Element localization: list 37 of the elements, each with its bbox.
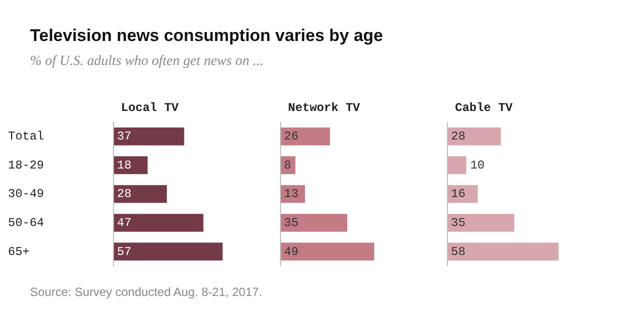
y-tick-label: 30-49	[8, 187, 44, 202]
data-label: 28	[451, 130, 466, 144]
data-label: 10	[470, 158, 485, 172]
data-label: 8	[284, 158, 292, 172]
data-label: 57	[117, 244, 132, 259]
data-label: 35	[451, 216, 466, 230]
y-tick-label: Total	[8, 130, 44, 144]
bar	[113, 127, 184, 146]
bar	[280, 214, 348, 232]
series-label: Cable TV	[455, 101, 514, 116]
data-label: 28	[117, 187, 132, 202]
series-label: Network TV	[288, 101, 361, 116]
bar	[280, 242, 374, 261]
y-tick-label: 50-64	[8, 216, 44, 230]
data-label: 16	[451, 187, 466, 202]
data-label: 26	[284, 130, 298, 144]
data-label: 35	[284, 216, 298, 230]
data-label: 47	[117, 216, 132, 230]
data-label: 37	[117, 130, 132, 144]
y-tick-label: 18-29	[8, 158, 44, 172]
chart-title: Television news consumption varies by age	[30, 26, 384, 46]
data-label: 13	[284, 187, 298, 202]
y-tick-label: 65+	[8, 244, 30, 259]
data-label: 58	[451, 244, 466, 259]
bar	[113, 242, 223, 261]
bar	[447, 214, 514, 232]
bar	[447, 242, 559, 261]
chart-subtitle: % of U.S. adults who often get news on ...	[30, 54, 264, 70]
bar	[447, 127, 501, 146]
source-note: Source: Survey conducted Aug. 8-21, 2017.	[30, 285, 262, 299]
series-label: Local TV	[121, 101, 180, 116]
data-label: 18	[117, 158, 132, 172]
bar	[280, 127, 330, 146]
data-label: 49	[284, 244, 298, 259]
bar	[113, 214, 204, 232]
bar	[447, 156, 466, 174]
bar	[113, 185, 167, 203]
